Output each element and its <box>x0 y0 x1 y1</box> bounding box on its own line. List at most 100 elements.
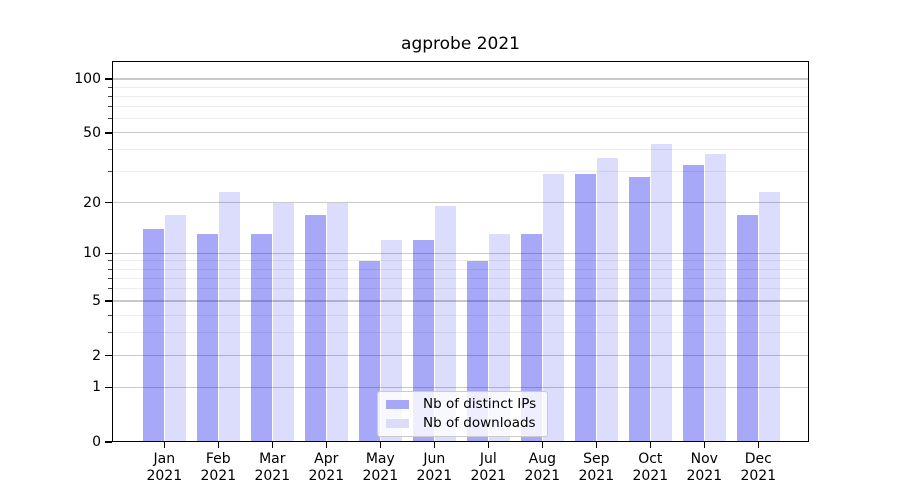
gridline-minor-40 <box>112 149 809 151</box>
gridline-major-2 <box>112 354 809 357</box>
gridline-major-5 <box>112 300 809 302</box>
x-tick-label-feb: Feb 2021 <box>191 451 245 484</box>
x-tick-year-sep: 2021 <box>578 467 615 484</box>
x-tick-month-feb: Feb <box>205 451 231 467</box>
bar-distinct-ips-sep <box>574 174 596 442</box>
y-tick-minor-40 <box>108 149 112 151</box>
gridline-major-10 <box>112 252 809 255</box>
legend-item-distinct-ips: Nb of distinct IPs <box>386 397 539 412</box>
x-tick-aug <box>541 442 544 448</box>
y-tick-minor-70 <box>108 106 112 108</box>
gridline-minor-7 <box>112 277 809 279</box>
x-tick-label-dec: Dec 2021 <box>731 451 785 484</box>
y-tick-100 <box>105 78 112 80</box>
y-tick-label-10: 10 <box>83 245 101 262</box>
bar-downloads-aug <box>542 174 564 442</box>
x-tick-mar <box>271 442 274 448</box>
x-tick-month-aug: Aug <box>528 451 556 467</box>
bar-downloads-mar <box>272 202 294 442</box>
x-tick-dec <box>757 442 760 448</box>
x-tick-sep <box>595 442 598 448</box>
bar-downloads-dec <box>758 192 780 442</box>
x-tick-year-mar: 2021 <box>254 467 291 484</box>
y-tick-label-20: 20 <box>83 194 101 211</box>
x-tick-label-aug: Aug 2021 <box>515 451 569 484</box>
y-tick-minor-3 <box>108 332 112 334</box>
x-tick-apr <box>325 442 328 448</box>
bar-downloads-sep <box>596 157 618 442</box>
x-tick-label-sep: Sep 2021 <box>569 451 623 484</box>
x-tick-year-jun: 2021 <box>416 467 453 484</box>
y-tick-minor-90 <box>108 86 112 88</box>
x-tick-label-oct: Oct 2021 <box>623 451 677 484</box>
x-tick-year-may: 2021 <box>362 467 399 484</box>
bar-downloads-feb <box>218 192 240 442</box>
x-tick-label-jun: Jun 2021 <box>407 451 461 484</box>
gridline-major-50 <box>112 132 809 134</box>
y-tick-5 <box>105 300 112 302</box>
x-tick-jul <box>487 442 490 448</box>
x-tick-label-mar: Mar 2021 <box>245 451 299 484</box>
bar-distinct-ips-apr <box>304 214 326 442</box>
x-tick-year-aug: 2021 <box>524 467 561 484</box>
y-tick-10 <box>105 252 112 255</box>
gridline-minor-90 <box>112 86 809 88</box>
x-tick-label-nov: Nov 2021 <box>677 451 731 484</box>
bar-downloads-oct <box>650 144 672 442</box>
y-tick-minor-8 <box>108 268 112 270</box>
gridline-minor-80 <box>112 95 809 97</box>
y-tick-minor-9 <box>108 260 112 262</box>
y-tick-label-2: 2 <box>92 347 101 364</box>
y-tick-minor-4 <box>108 314 112 316</box>
x-tick-month-apr: Apr <box>314 451 339 467</box>
gridline-minor-4 <box>112 314 809 316</box>
bar-distinct-ips-feb <box>196 234 218 442</box>
x-tick-year-dec: 2021 <box>740 467 777 484</box>
bar-distinct-ips-nov <box>682 164 704 442</box>
x-tick-month-mar: Mar <box>259 451 286 467</box>
bar-downloads-jul <box>488 234 510 442</box>
gridline-major-1 <box>112 386 809 389</box>
legend-label-downloads: Nb of downloads <box>423 414 536 431</box>
bar-distinct-ips-aug <box>520 234 542 442</box>
x-tick-label-jan: Jan 2021 <box>137 451 191 484</box>
x-tick-year-jul: 2021 <box>470 467 507 484</box>
y-tick-label-100: 100 <box>74 71 101 88</box>
y-tick-minor-60 <box>108 118 112 120</box>
y-tick-minor-80 <box>108 95 112 97</box>
x-tick-label-apr: Apr 2021 <box>299 451 353 484</box>
x-tick-label-jul: Jul 2021 <box>461 451 515 484</box>
x-tick-jan <box>163 442 166 448</box>
bar-downloads-jan <box>164 214 186 442</box>
legend-item-downloads: Nb of downloads <box>386 414 539 431</box>
y-tick-label-1: 1 <box>92 379 101 396</box>
y-tick-label-5: 5 <box>92 293 101 310</box>
x-tick-year-jan: 2021 <box>146 467 183 484</box>
chart-title: agprobe 2021 <box>401 34 520 54</box>
legend-label-distinct-ips: Nb of distinct IPs <box>423 396 537 413</box>
x-tick-month-nov: Nov <box>690 451 718 467</box>
x-tick-month-dec: Dec <box>744 451 772 467</box>
y-tick-0 <box>105 441 112 443</box>
x-tick-year-oct: 2021 <box>632 467 669 484</box>
x-tick-may <box>379 442 382 448</box>
y-tick-50 <box>105 132 112 134</box>
x-tick-year-apr: 2021 <box>308 467 345 484</box>
x-tick-month-may: May <box>365 451 395 467</box>
grid-layer <box>112 61 809 442</box>
bar-downloads-apr <box>326 202 348 442</box>
bar-distinct-ips-may <box>358 260 380 442</box>
x-tick-label-may: May 2021 <box>353 451 407 484</box>
plot-area: Nb of distinct IPs Nb of downloads <box>112 61 809 442</box>
x-tick-jun <box>433 442 436 448</box>
x-tick-year-feb: 2021 <box>200 467 237 484</box>
y-tick-minor-30 <box>108 171 112 173</box>
x-tick-feb <box>217 442 220 448</box>
gridline-minor-9 <box>112 260 809 262</box>
x-tick-oct <box>649 442 652 448</box>
y-tick-1 <box>105 386 112 389</box>
x-tick-year-nov: 2021 <box>686 467 723 484</box>
bar-downloads-jun <box>434 206 456 442</box>
bar-distinct-ips-dec <box>736 214 758 442</box>
